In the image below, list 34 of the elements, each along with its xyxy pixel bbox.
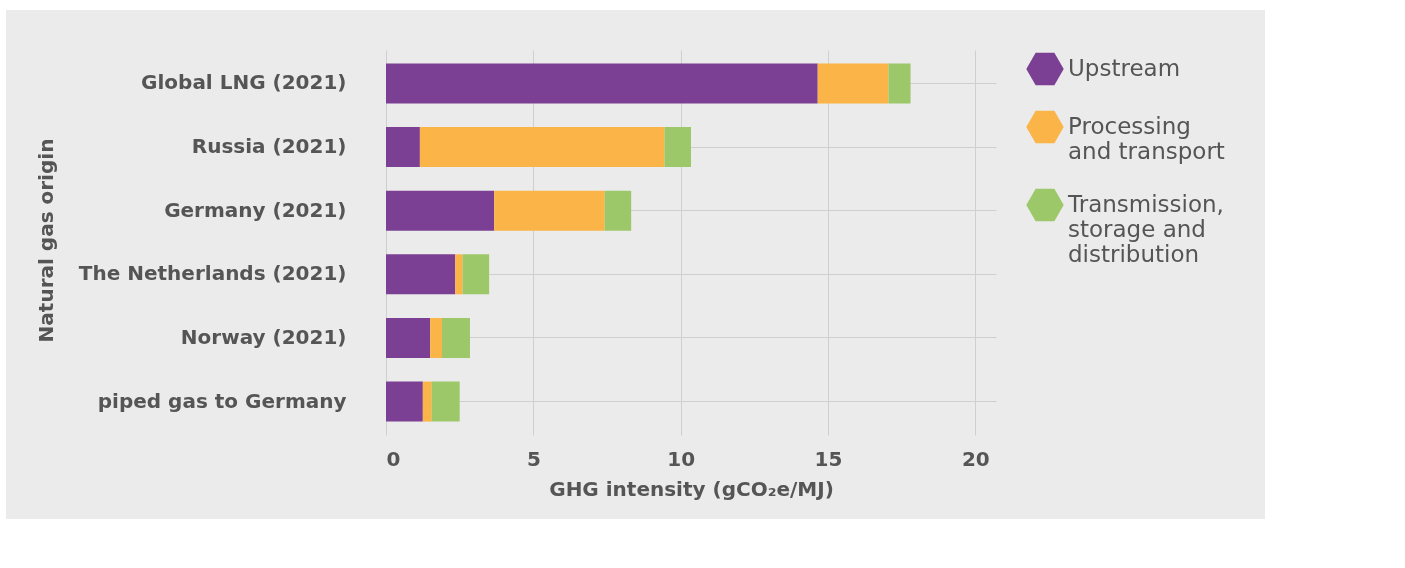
y-tick-label: Russia (2021) — [191, 134, 347, 159]
bar — [888, 63, 911, 104]
legend-label: Processing and transport — [1068, 113, 1225, 164]
bar — [817, 63, 889, 104]
bar — [455, 254, 463, 295]
bar — [462, 254, 490, 295]
x-tick-label: 20 — [961, 446, 990, 471]
y-tick-label: Norway (2021) — [180, 324, 347, 349]
legend-label: Upstream — [1068, 55, 1181, 81]
bar — [604, 190, 632, 231]
y-axis-title: Natural gas origin — [33, 138, 58, 343]
bar — [386, 317, 431, 358]
bar — [494, 190, 605, 231]
x-tick-label: 10 — [667, 446, 696, 471]
bar — [386, 381, 423, 422]
bar — [386, 63, 818, 104]
bar — [430, 317, 442, 358]
bar — [386, 190, 495, 231]
bar — [431, 381, 460, 422]
x-tick-label: 5 — [526, 446, 541, 471]
y-tick-label: The Netherlands (2021) — [78, 261, 347, 286]
x-tick-label: 0 — [386, 446, 401, 471]
bar — [386, 254, 456, 295]
legend-label: Transmission, storage and distribution — [1067, 191, 1224, 267]
bar — [386, 127, 420, 168]
x-axis-title: GHG intensity (gCO₂e/MJ) — [549, 476, 834, 501]
bar — [419, 127, 665, 168]
bar — [664, 127, 691, 168]
bar — [422, 381, 432, 422]
bar — [441, 317, 470, 358]
x-tick-label: 15 — [814, 446, 843, 471]
y-tick-label: piped gas to Germany — [97, 388, 347, 413]
y-tick-label: Global LNG (2021) — [141, 70, 347, 95]
y-tick-label: Germany (2021) — [164, 197, 347, 222]
